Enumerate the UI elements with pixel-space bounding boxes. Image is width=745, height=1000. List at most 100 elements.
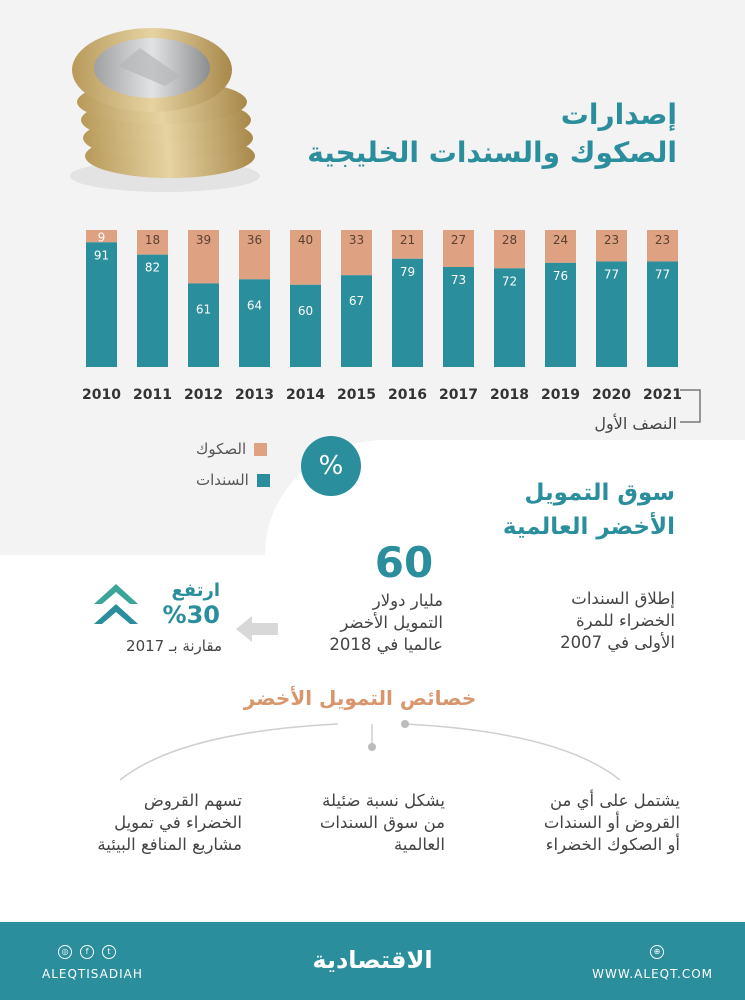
connector-dot-center [368,743,376,751]
tick-label-2014: 2014 [286,387,325,403]
bar-bonds-2014 [290,284,321,367]
features-title: خصائص التمويل الأخضر [243,686,477,710]
label-sukuk-2017: 27 [451,233,466,247]
bar-sukuk-2011 [137,230,168,255]
globe-icon: ⊕ [650,945,664,959]
feature-3-line-2: الخضراء في تمويل [114,813,242,832]
facebook-icon[interactable]: f [80,945,94,959]
launch-line-1: إطلاق السندات [571,589,675,608]
label-bonds-2017: 73 [451,273,466,287]
label-bonds-2016: 79 [400,265,415,279]
feature-1-line-3: أو الصكوك الخضراء [545,835,680,854]
footer-logo: الاقتصادية [312,946,433,974]
label-bonds-2011: 82 [145,261,160,275]
label-sukuk-2011: 18 [145,233,160,247]
tick-label-2015: 2015 [337,387,376,403]
bar-bonds-2013 [239,279,270,367]
tick-label-2021: 2021 [643,387,682,403]
half-year-note: النصف الأول [594,414,677,433]
title-line-1: إصدارات [560,98,677,131]
feature-2-line-3: العالمية [394,835,445,854]
bar-bonds-2012 [188,283,219,367]
bar-bonds-2011 [137,254,168,367]
bonds-swatch [256,474,270,487]
rise-percent: %30 [162,601,220,629]
bar-sukuk-2018 [494,230,525,269]
tick-label-2017: 2017 [439,387,478,403]
label-bonds-2018: 72 [502,274,517,288]
bar-sukuk-2010 [86,230,117,243]
label-sukuk-2010: 9 [98,230,106,244]
financing-text: مليار دولار التمويل الأخضر عالميا في 201… [300,590,443,656]
feature-1-line-2: القروض أو السندات [543,813,680,832]
stacked-bar-chart: 9 91 2010 18 82 2011 39 61 2012 36 64 2013 40 60 2014 3… [82,230,682,403]
label-sukuk-2021: 23 [655,233,670,247]
tick-label-2013: 2013 [235,387,274,403]
tick-label-2012: 2012 [184,387,223,403]
bar-bonds-2016 [392,258,423,367]
feature-2-line-1: يشكل نسبة ضئيلة [322,791,445,810]
tick-label-2011: 2011 [133,387,172,403]
legend-label-sukuk: الصكوك [196,440,247,458]
section-title: سوق التمويل الأخضر العالمية [503,476,675,544]
label-sukuk-2019: 24 [553,233,568,247]
feature-3-line-3: مشاريع المنافع البيئية [97,835,242,854]
section-title-line-1: سوق التمويل [524,480,675,506]
section-title-line-2: الأخضر العالمية [502,514,675,540]
feature-1: يشتمل على أي من القروض أو السندات أو الص… [520,790,680,856]
launch-line-2: الخضراء للمرة [575,611,675,630]
financing-line-3: عالميا في 2018 [329,635,443,654]
rise-subtitle: مقارنة بـ 2017 [126,637,222,655]
legend-item-sukuk: الصكوك [196,440,268,458]
bar-bonds-2021 [647,261,678,367]
features-connector [119,720,621,781]
label-bonds-2021: 77 [655,268,670,282]
bar-sukuk-2015 [341,230,372,276]
financing-number: 60 [374,538,434,587]
bar-sukuk-2017 [443,230,474,267]
label-sukuk-2015: 33 [349,233,364,247]
double-chevron-up-icon [94,584,138,624]
footer-handle[interactable]: ALEQTISADIAH [42,967,143,981]
left-arrow-icon [236,616,278,642]
coins-stack-image [70,28,260,192]
label-sukuk-2013: 36 [247,233,262,247]
legend-label-bonds: السندات [196,471,249,489]
bar-bonds-2017 [443,266,474,367]
bar-sukuk-2016 [392,230,423,259]
label-bonds-2010: 91 [94,248,109,262]
bar-bonds-2019 [545,262,576,367]
bar-bonds-2020 [596,261,627,367]
label-sukuk-2012: 39 [196,233,211,247]
twitter-icon[interactable]: t [102,945,116,959]
label-bonds-2014: 60 [298,304,313,318]
launch-text: إطلاق السندات الخضراء للمرة الأولى في 20… [515,588,675,654]
instagram-icon[interactable]: ◎ [58,945,72,959]
tick-label-2019: 2019 [541,387,580,403]
footer: ◎ f t ALEQTISADIAH الاقتصادية ⊕ WWW.ALEQ… [0,922,745,1000]
connector-dot-right [401,720,409,728]
rise-title: ارتفع [171,580,220,601]
sukuk-swatch [254,443,268,456]
feature-2: يشكل نسبة ضئيلة من سوق السندات العالمية [295,790,445,856]
bar-sukuk-2021 [647,230,678,262]
footer-url[interactable]: WWW.ALEQT.COM [592,967,713,981]
feature-1-line-1: يشتمل على أي من [549,791,680,810]
feature-3-line-1: تسهم القروض [143,791,242,810]
bar-bonds-2010 [86,242,117,367]
label-bonds-2015: 67 [349,294,364,308]
feature-3: تسهم القروض الخضراء في تمويل مشاريع المن… [80,790,242,856]
label-bonds-2019: 76 [553,269,568,283]
tick-label-2018: 2018 [490,387,529,403]
bar-bonds-2015 [341,275,372,367]
legend-item-bonds: السندات [196,471,270,489]
label-sukuk-2018: 28 [502,233,517,247]
label-sukuk-2020: 23 [604,233,619,247]
financing-line-2: التمويل الأخضر [340,613,443,632]
title-line-2: الصكوك والسندات الخليجية [307,136,677,169]
tick-label-2020: 2020 [592,387,631,403]
bar-sukuk-2014 [290,230,321,285]
label-bonds-2013: 64 [247,298,262,312]
label-sukuk-2014: 40 [298,233,313,247]
feature-2-line-2: من سوق السندات [319,813,445,832]
